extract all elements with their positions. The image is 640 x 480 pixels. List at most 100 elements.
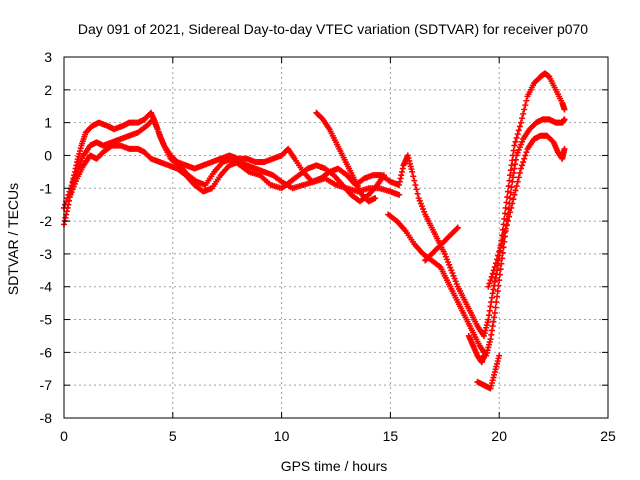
y-tick-label: -8 [40, 410, 53, 426]
data-point [496, 352, 503, 359]
data-point [496, 248, 503, 255]
x-tick-label: 20 [491, 428, 507, 444]
series-track-f [422, 224, 461, 264]
data-point [499, 237, 506, 244]
y-tick-label: 1 [44, 115, 52, 131]
data-point [505, 213, 512, 220]
data-point [412, 181, 419, 188]
data-point [493, 299, 500, 306]
data-point [512, 187, 519, 194]
data-point [492, 304, 499, 311]
data-point [503, 199, 510, 206]
data-point [513, 183, 520, 190]
data-point [488, 273, 495, 280]
data-point [494, 256, 501, 263]
grid-lines [64, 57, 608, 418]
y-tick-label: 3 [44, 49, 52, 65]
data-point [380, 172, 387, 179]
data-point [510, 196, 517, 203]
data-point [521, 106, 528, 113]
data-point [522, 152, 529, 159]
y-tick-label: -4 [40, 279, 53, 295]
data-point [414, 190, 421, 197]
y-tick-label: -5 [40, 312, 53, 328]
data-point [561, 106, 568, 113]
y-axis-label: SDTVAR / TECUs [5, 183, 21, 295]
data-point [490, 267, 497, 274]
data-point [516, 169, 523, 176]
data-point [498, 260, 505, 267]
data-point [514, 131, 521, 138]
data-point [513, 134, 520, 141]
data-point [454, 224, 461, 231]
data-point [487, 277, 494, 284]
data-point [512, 138, 519, 145]
data-point [504, 188, 511, 195]
data-point [413, 186, 420, 193]
data-point [507, 189, 514, 196]
y-tick-label: -6 [40, 344, 53, 360]
data-point [496, 271, 503, 278]
series-track-d [313, 109, 379, 205]
data-point [396, 191, 403, 198]
data-point [501, 229, 508, 236]
data-point [502, 204, 509, 211]
data-point [523, 149, 530, 156]
data-point [485, 283, 492, 290]
y-tick-label: 2 [44, 82, 52, 98]
data-point [515, 174, 522, 181]
data-point [453, 225, 460, 232]
data-point [499, 255, 506, 262]
data-point [505, 183, 512, 190]
data-point [511, 142, 518, 149]
data-points [61, 70, 568, 392]
series-track-i [485, 132, 568, 290]
data-point [502, 225, 509, 232]
data-point [410, 173, 417, 180]
data-point [495, 282, 502, 289]
data-point [409, 168, 416, 175]
data-point [523, 97, 530, 104]
data-point [508, 204, 515, 211]
chart-title: Day 091 of 2021, Sidereal Day-to-day VTE… [78, 21, 588, 37]
data-point [521, 155, 528, 162]
data-point [504, 218, 511, 225]
plot-frame [63, 56, 609, 419]
data-point [486, 280, 493, 287]
y-tick-label: -3 [40, 246, 53, 262]
data-point [508, 184, 515, 191]
x-tick-label: 25 [600, 428, 616, 444]
x-tick-label: 5 [169, 428, 177, 444]
data-point [506, 177, 513, 184]
data-point [494, 288, 501, 295]
data-point [501, 215, 508, 222]
x-tick-label: 0 [60, 428, 68, 444]
data-point [491, 264, 498, 271]
data-point [492, 260, 499, 267]
data-point [62, 201, 69, 208]
data-point [497, 266, 504, 273]
data-point [519, 115, 526, 122]
data-point [499, 249, 506, 256]
data-point [511, 191, 518, 198]
data-point [504, 194, 511, 201]
data-point [515, 127, 522, 134]
data-point [503, 221, 510, 228]
data-point [514, 178, 521, 185]
series-track-c [67, 142, 403, 198]
data-point [489, 270, 496, 277]
y-tick-label: -1 [40, 180, 53, 196]
data-point [520, 110, 527, 117]
data-point [372, 195, 379, 202]
data-point [495, 252, 502, 259]
data-point [522, 102, 529, 109]
data-point [561, 145, 568, 152]
data-point [519, 162, 526, 169]
data-point [498, 241, 505, 248]
data-point [497, 244, 504, 251]
data-point [480, 352, 487, 359]
data-point [496, 277, 503, 284]
x-axis-label: GPS time / hours [281, 458, 388, 474]
